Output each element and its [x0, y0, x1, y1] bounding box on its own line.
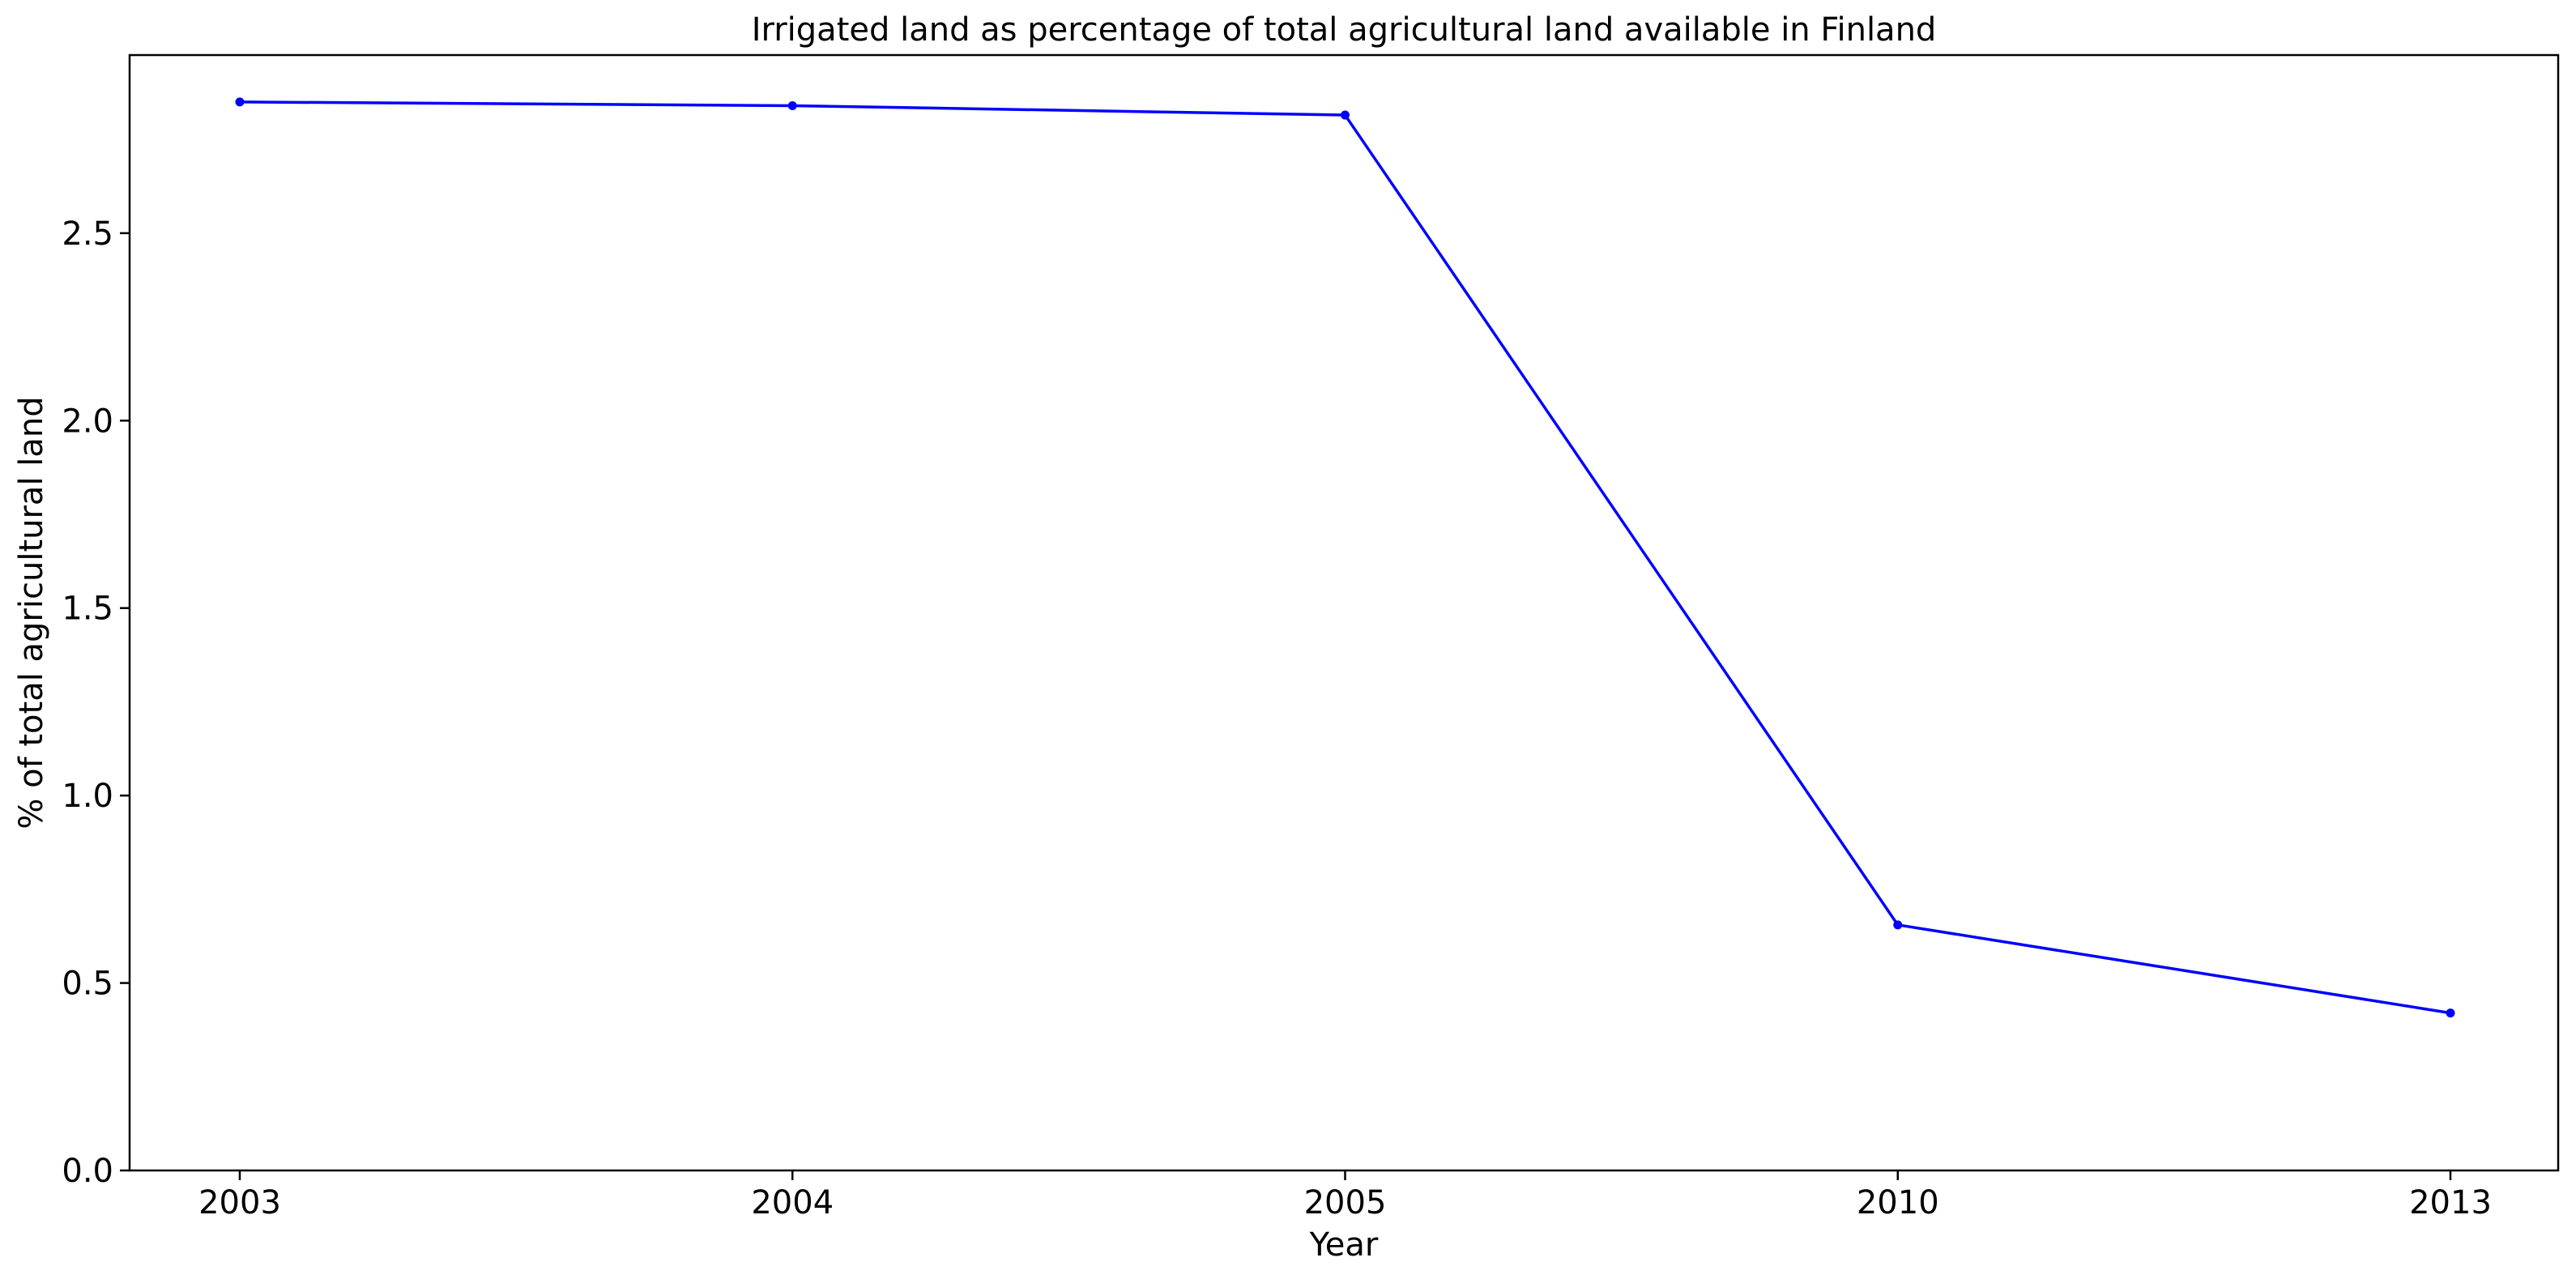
series-line [239, 100, 2451, 1015]
x-axis-label: Year [1309, 1226, 1379, 1264]
y-tick-label: 1.0 [62, 778, 113, 815]
chart-title: Irrigated land as percentage of total ag… [752, 11, 1937, 49]
y-tick-label: 1.5 [62, 590, 113, 628]
data-point [2446, 1008, 2455, 1018]
data-point [787, 100, 797, 110]
x-tick-label: 2004 [751, 1184, 834, 1221]
data-point [235, 97, 245, 107]
plot-area-frame [128, 53, 2560, 1172]
x-tick-label: 2003 [198, 1184, 281, 1221]
y-tick-label: 2.5 [62, 215, 113, 253]
y-axis: 0.0 0.5 1.0 1.5 2.0 2.5 [62, 215, 130, 1190]
x-tick-label: 2010 [1857, 1184, 1939, 1221]
data-point [1893, 920, 1903, 930]
series-layer [235, 97, 2455, 1018]
y-axis-label: % of total agricultural land [13, 396, 50, 829]
x-axis: 2003 2004 2005 2010 2013 [198, 1170, 2492, 1221]
y-tick-label: 2.0 [62, 403, 113, 440]
x-tick-label: 2013 [2409, 1184, 2492, 1221]
x-tick-label: 2005 [1304, 1184, 1387, 1221]
y-tick-label: 0.5 [62, 966, 113, 1003]
data-point [1341, 110, 1350, 120]
y-tick-label: 0.0 [62, 1153, 113, 1190]
